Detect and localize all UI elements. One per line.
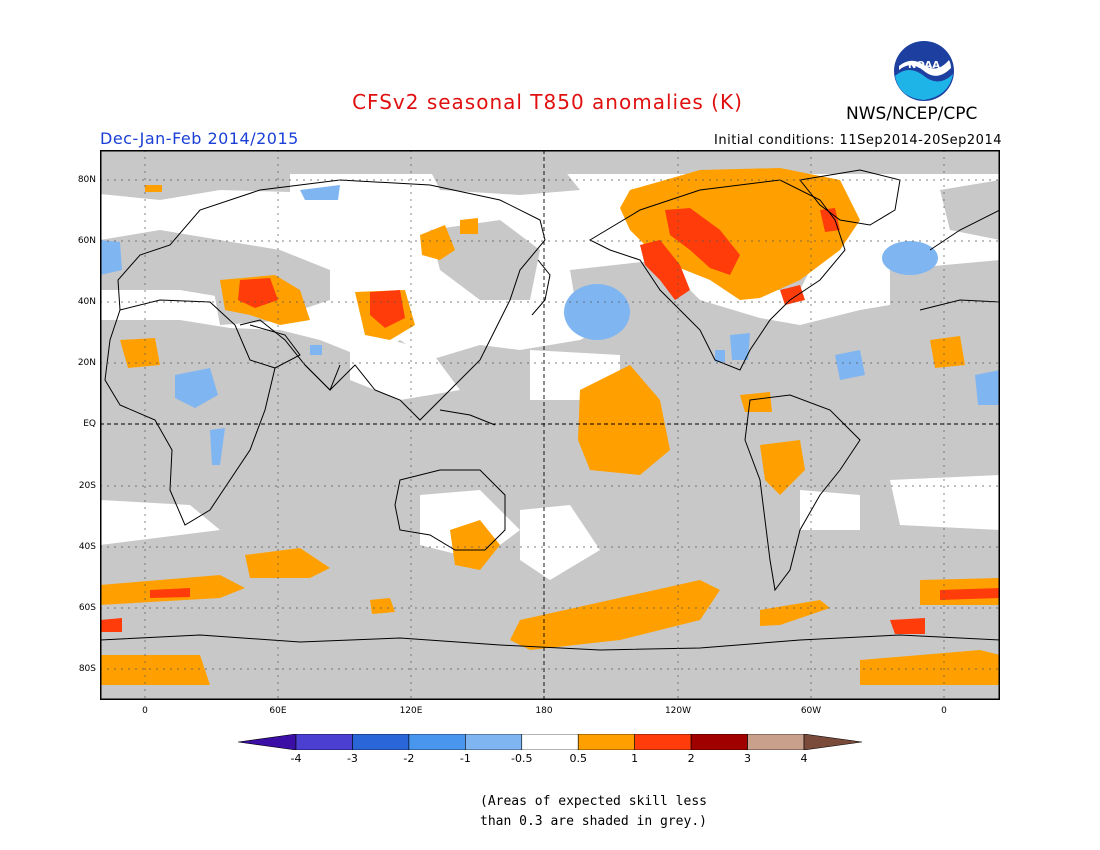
anomaly-map <box>100 150 1000 700</box>
lon-tick-180: 180 <box>535 706 553 716</box>
colorbar-label: 2 <box>687 752 695 765</box>
colorbar-bin <box>634 734 692 750</box>
lon-tick-120e: 120E <box>399 706 423 716</box>
colorbar <box>238 734 862 750</box>
lat-lon-grid <box>100 150 1000 700</box>
equator-dateline <box>100 150 1000 700</box>
colorbar-low-extension <box>238 734 297 750</box>
lat-tick-20s: 20S <box>78 481 96 491</box>
lat-tick-eq: EQ <box>83 419 96 429</box>
colorbar-bin <box>295 734 353 750</box>
colorbar-bin <box>521 734 579 750</box>
organization-label: NWS/NCEP/CPC <box>846 104 978 124</box>
lon-tick-60e: 60E <box>269 706 287 716</box>
season-label: Dec-Jan-Feb 2014/2015 <box>100 129 299 148</box>
initial-conditions-label: Initial conditions: 11Sep2014-20Sep2014 <box>714 133 1002 148</box>
cold-anomaly <box>100 185 1000 465</box>
coastlines <box>100 169 1000 651</box>
skill-note-line-2: than 0.3 are shaded in grey.) <box>480 814 707 829</box>
colorbar-label: -0.5 <box>511 752 533 765</box>
colorbar-label: 0.5 <box>569 752 587 765</box>
svg-text:NOAA: NOAA <box>908 60 940 71</box>
colorbar-label: 1 <box>631 752 639 765</box>
colorbar-bin <box>352 734 410 750</box>
lon-tick-120w: 120W <box>664 706 692 716</box>
lat-tick-80s: 80S <box>78 664 96 674</box>
lon-tick-0: 0 <box>142 706 148 716</box>
colorbar-bin <box>408 734 466 750</box>
lat-tick-40s: 40S <box>78 542 96 552</box>
noaa-logo: NOAA <box>894 41 954 101</box>
colorbar-high-extension <box>803 734 862 750</box>
lat-tick-40n: 40N <box>77 297 96 307</box>
colorbar-label: -2 <box>403 752 415 765</box>
lat-tick-60s: 60S <box>78 603 96 613</box>
colorbar-bin <box>747 734 805 750</box>
colorbar-label: -3 <box>346 752 358 765</box>
chart-title: CFSv2 seasonal T850 anomalies (K) <box>352 90 743 114</box>
lat-tick-20n: 20N <box>77 358 96 368</box>
colorbar-label: -4 <box>290 752 302 765</box>
colorbar-bin <box>577 734 635 750</box>
colorbar-bin <box>690 734 748 750</box>
colorbar-label: -1 <box>459 752 471 765</box>
lat-tick-80n: 80N <box>77 175 96 185</box>
warm-anomaly-1-2 <box>100 208 1000 634</box>
lon-tick-60w: 60W <box>800 706 822 716</box>
colorbar-label: 4 <box>800 752 808 765</box>
lat-tick-60n: 60N <box>77 236 96 246</box>
colorbar-label: 3 <box>744 752 752 765</box>
colorbar-bin <box>465 734 523 750</box>
skill-note-line-1: (Areas of expected skill less <box>480 794 707 809</box>
skill-note: (Areas of expected skill less than 0.3 a… <box>480 792 707 832</box>
lon-tick-0-right: 0 <box>941 706 947 716</box>
